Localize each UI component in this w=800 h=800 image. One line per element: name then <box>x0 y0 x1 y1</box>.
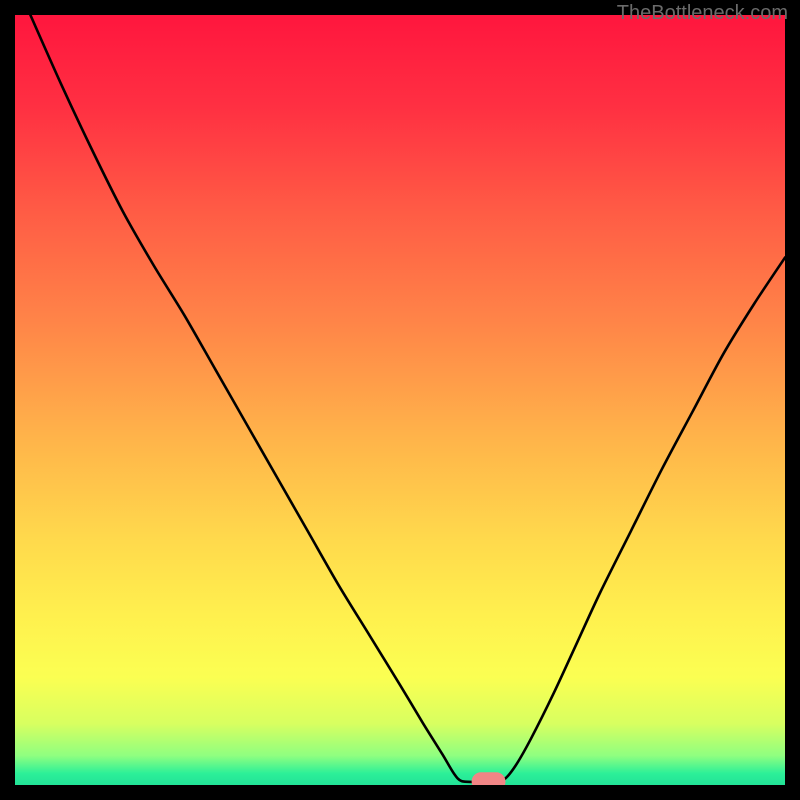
watermark-text: TheBottleneck.com <box>617 2 788 25</box>
optimal-marker <box>472 772 506 785</box>
chart-container: TheBottleneck.com <box>0 0 800 800</box>
gradient-background <box>15 15 785 785</box>
bottleneck-curve-chart <box>15 15 785 785</box>
plot-area <box>15 15 785 785</box>
